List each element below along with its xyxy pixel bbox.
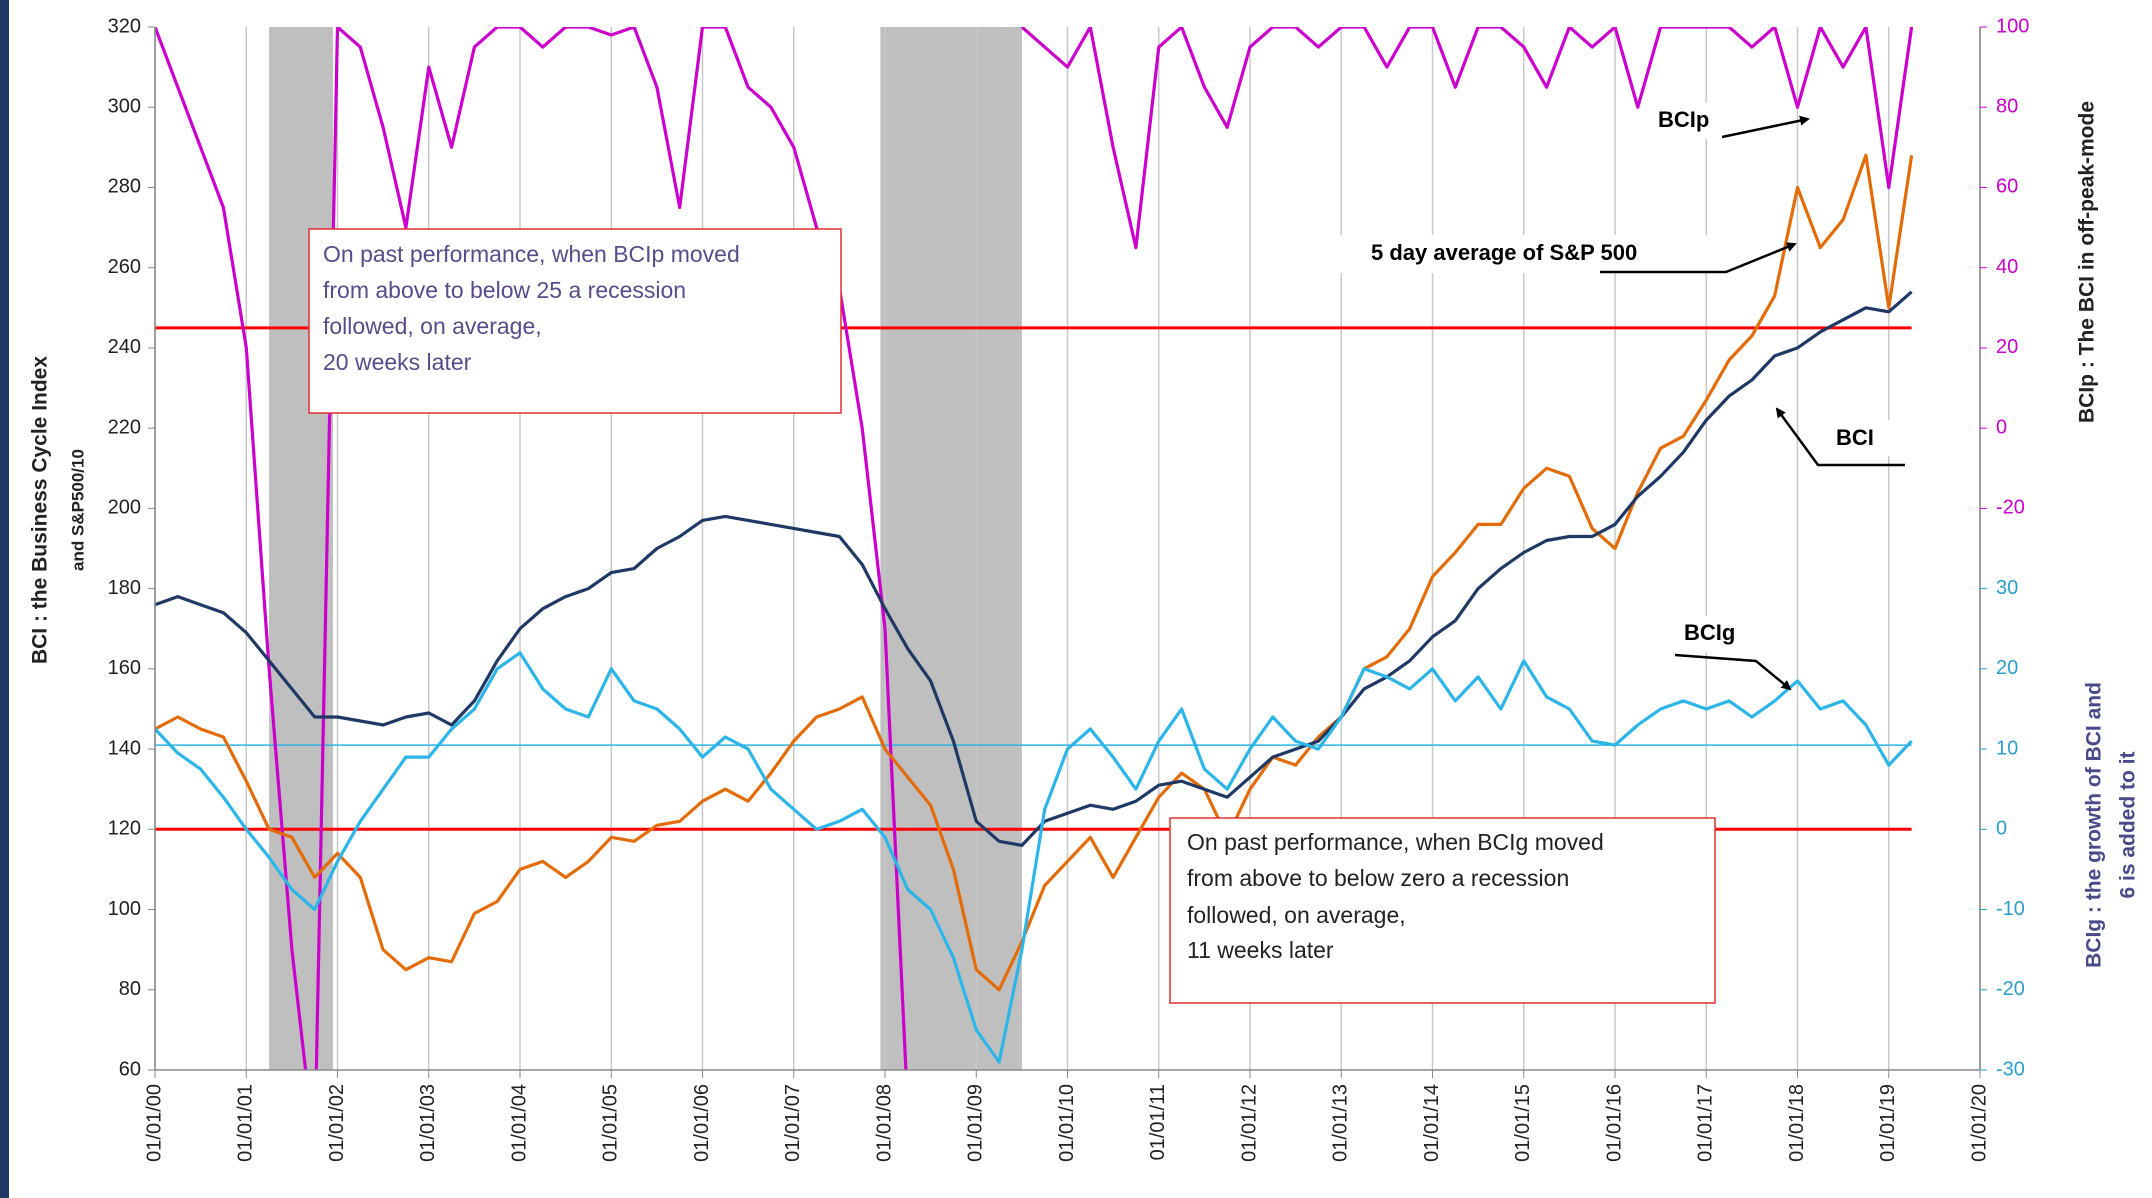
recession-shade — [269, 27, 333, 1070]
series-label: BCIg — [1684, 620, 1735, 645]
y-tick-label: 120 — [108, 818, 141, 840]
y3-tick-label: 30 — [1996, 577, 2018, 599]
series-line — [155, 651, 1913, 1064]
x-tick-label: 01/01/15 — [1512, 1084, 1534, 1162]
y2-tick-label: 0 — [1996, 416, 2007, 438]
x-tick-label: 01/01/06 — [691, 1084, 713, 1162]
label-bg — [1670, 616, 1755, 652]
label-bg — [1818, 420, 1893, 456]
x-tick-label: 01/01/02 — [326, 1084, 348, 1162]
y-axis-title: BCI : the Business Cycle Index — [29, 356, 52, 664]
plot-front: On past performance, when BCIp moved fro… — [29, 15, 2140, 1162]
y-tick-label: 60 — [119, 1058, 141, 1080]
x-tick-label: 01/01/20 — [1968, 1084, 1990, 1162]
series-label: 5 day average of S&P 500 — [1371, 240, 1637, 265]
y-tick-label: 160 — [108, 657, 141, 679]
y-tick-label: 240 — [108, 336, 141, 358]
y2-tick-label: 60 — [1996, 176, 2018, 198]
x-tick-label: 01/01/10 — [1056, 1084, 1078, 1162]
arrow — [1600, 242, 1797, 274]
x-tick-label: 01/01/11 — [1147, 1084, 1169, 1160]
y3-tick-label: -10 — [1996, 898, 2025, 920]
x-tick-label: 01/01/08 — [873, 1084, 895, 1162]
series-label: BCIp — [1658, 107, 1709, 132]
x-tick-label: 01/01/09 — [965, 1084, 987, 1162]
label-bg — [1645, 103, 1745, 139]
arrow — [1674, 653, 1792, 691]
x-tick-label: 01/01/19 — [1877, 1084, 1899, 1162]
note-text: followed, on average, — [323, 313, 542, 339]
arrow — [1721, 115, 1810, 139]
x-tick-label: 01/01/00 — [143, 1084, 165, 1162]
y-tick-label: 180 — [108, 577, 141, 599]
note-text: On past performance, when BCIp moved — [323, 241, 740, 267]
y2-tick-label: 80 — [1996, 96, 2018, 118]
y2-tick-label: 40 — [1996, 256, 2018, 278]
y-axis-title: and S&P500/10 — [68, 449, 87, 571]
note-text: 11 weeks later — [1187, 937, 1334, 963]
y-tick-label: 80 — [119, 978, 141, 1000]
y-tick-label: 280 — [108, 176, 141, 198]
note-text: On past performance, when BCIg moved — [1187, 829, 1604, 855]
y2-tick-label: 20 — [1996, 336, 2018, 358]
y3-tick-label: 10 — [1996, 737, 2018, 759]
y2-tick-label: 100 — [1996, 15, 2029, 37]
y3-tick-label: 20 — [1996, 657, 2018, 679]
note-text: from above to below zero a recession — [1187, 865, 1569, 891]
y-tick-label: 140 — [108, 737, 141, 759]
y-tick-label: 260 — [108, 256, 141, 278]
x-tick-label: 01/01/17 — [1695, 1084, 1717, 1162]
x-tick-label: 01/01/12 — [1238, 1084, 1260, 1162]
y3-tick-label: -30 — [1996, 1058, 2025, 1080]
note-text: from above to below 25 a recession — [323, 277, 686, 303]
note-box — [308, 228, 842, 414]
y-tick-label: 200 — [108, 497, 141, 519]
y-tick-label: 220 — [108, 416, 141, 438]
note-text: followed, on average, — [1187, 902, 1406, 928]
y-tick-label: 100 — [108, 898, 141, 920]
y3-tick-label: -20 — [1996, 978, 2025, 1000]
arrow — [1775, 407, 1905, 467]
series-line — [155, 27, 1914, 1070]
series-line — [155, 153, 1914, 992]
label-bg — [1340, 235, 1710, 273]
x-tick-label: 01/01/16 — [1603, 1084, 1625, 1162]
y3-axis-title: BCIg : the growth of BCI and — [2083, 682, 2106, 968]
x-tick-label: 01/01/04 — [508, 1084, 530, 1162]
x-tick-label: 01/01/14 — [1421, 1084, 1443, 1162]
x-tick-label: 01/01/07 — [782, 1084, 804, 1162]
x-tick-label: 01/01/03 — [417, 1084, 439, 1162]
x-tick-label: 01/01/05 — [600, 1084, 622, 1162]
recession-shade — [880, 27, 1022, 1070]
y2-tick-label: -20 — [1996, 497, 2025, 519]
note-text: 20 weeks later — [323, 349, 472, 375]
edge-stripe — [0, 0, 9, 1198]
y3-tick-label: 0 — [1996, 818, 2007, 840]
y-tick-label: 320 — [108, 15, 141, 37]
y2-axis-title: BCIp : The BCI in off-peak-mode — [2076, 101, 2099, 423]
y3-axis-title: 6 is added to it — [2117, 751, 2140, 898]
y-tick-label: 300 — [108, 96, 141, 118]
x-tick-label: 01/01/18 — [1786, 1084, 1808, 1162]
x-tick-label: 01/01/13 — [1330, 1084, 1352, 1162]
series-line — [155, 290, 1913, 847]
x-tick-label: 01/01/01 — [235, 1084, 257, 1162]
series-label: BCI — [1836, 425, 1874, 450]
note-box — [1169, 817, 1716, 1004]
